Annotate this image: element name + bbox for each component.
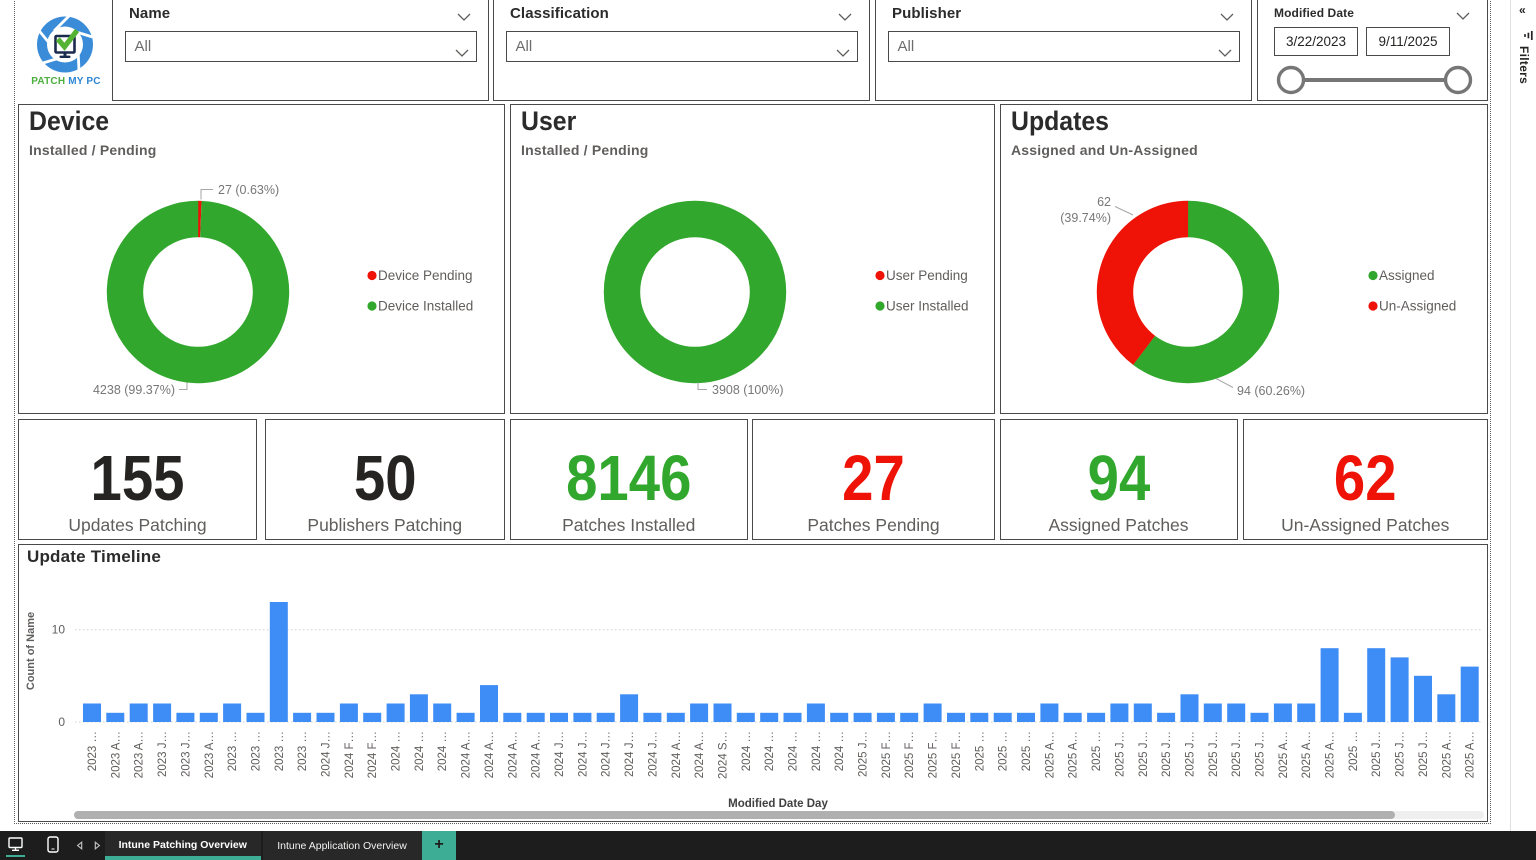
svg-text:2025 J…: 2025 J… [1161,731,1173,777]
svg-text:2023 A…: 2023 A… [110,731,122,778]
svg-text:User Installed: User Installed [886,298,969,313]
svg-text:Count of Name: Count of Name [25,611,37,689]
svg-text:2023 …: 2023 … [274,731,286,771]
svg-text:2023 …: 2023 … [297,731,309,771]
svg-text:PATCH MY PC: PATCH MY PC [31,76,100,87]
svg-text:Assigned: Assigned [1379,268,1435,283]
svg-text:2025 J…: 2025 J… [1185,731,1197,777]
svg-text:2024 F…: 2024 F… [344,731,356,778]
svg-text:2024 J…: 2024 J… [554,731,566,777]
svg-text:Un-Assigned: Un-Assigned [1379,298,1456,313]
svg-text:2024 J…: 2024 J… [321,731,333,777]
svg-text:2024 …: 2024 … [414,731,426,771]
svg-text:2024 A…: 2024 A… [461,731,473,778]
svg-text:2025 F…: 2025 F… [904,731,916,778]
svg-text:2025 …: 2025 … [974,731,986,771]
svg-text:94 (60.26%): 94 (60.26%) [1237,384,1305,398]
svg-text:2023 …: 2023 … [227,731,239,771]
svg-text:2025 F…: 2025 F… [881,731,893,778]
svg-text:2024 …: 2024 … [437,731,449,771]
svg-text:2025 A…: 2025 A… [1068,731,1080,778]
svg-text:2024 J…: 2024 J… [647,731,659,777]
svg-text:2025 F…: 2025 F… [951,731,963,778]
svg-text:2025 J…: 2025 J… [1138,731,1150,777]
svg-text:2024 S…: 2024 S… [718,731,730,779]
svg-text:2024 …: 2024 … [834,731,846,771]
svg-text:2025 A…: 2025 A… [1044,731,1056,778]
svg-text:2025 J…: 2025 J… [1255,731,1267,777]
svg-text:2023 …: 2023 … [87,731,99,771]
svg-text:2025 F…: 2025 F… [928,731,940,778]
svg-text:2025 …: 2025 … [998,730,1010,770]
svg-text:2024 J…: 2024 J… [601,731,613,777]
svg-text:Device Pending: Device Pending [378,268,473,283]
svg-text:2025 A…: 2025 A… [1301,731,1313,778]
svg-text:2025 J…: 2025 J… [1418,731,1430,777]
svg-text:2024 …: 2024 … [788,731,800,771]
svg-text:2023 …: 2023 … [251,731,263,771]
svg-text:2025 J…: 2025 J… [1231,731,1243,777]
svg-text:3908 (100%): 3908 (100%) [712,383,784,397]
svg-text:2025 J…: 2025 J… [1395,731,1407,777]
svg-text:2023 A…: 2023 A… [134,731,146,778]
svg-text:2023 J…: 2023 J… [157,731,169,777]
svg-text:(39.74%): (39.74%) [1060,211,1111,225]
svg-text:2025 …: 2025 … [1091,731,1103,771]
svg-text:2024 A…: 2024 A… [531,731,543,778]
svg-text:2024 A…: 2024 A… [484,731,496,778]
svg-text:2024 …: 2024 … [764,731,776,771]
svg-text:2025 J…: 2025 J… [1371,731,1383,777]
svg-text:2025 A…: 2025 A… [1278,731,1290,778]
svg-text:2025 …: 2025 … [1348,731,1360,771]
svg-text:2024 …: 2024 … [811,731,823,771]
svg-text:2024 A…: 2024 A… [507,731,519,778]
svg-text:2024 …: 2024 … [741,731,753,771]
svg-text:2025 A…: 2025 A… [1441,731,1453,778]
svg-text:2023 A…: 2023 A… [204,731,216,778]
svg-text:2024 F…: 2024 F… [367,731,379,778]
svg-text:2025 A…: 2025 A… [1325,731,1337,778]
svg-text:2024 J…: 2024 J… [624,731,636,777]
svg-text:2025 J…: 2025 J… [1208,731,1220,777]
svg-text:2025 …: 2025 … [1021,731,1033,771]
svg-text:2024 A…: 2024 A… [694,731,706,778]
svg-text:27 (0.63%): 27 (0.63%) [218,183,279,197]
svg-text:4238 (99.37%): 4238 (99.37%) [93,383,175,397]
svg-text:2025 J…: 2025 J… [1114,731,1126,777]
svg-text:0: 0 [58,715,65,729]
svg-text:10: 10 [52,622,66,636]
svg-text:Device Installed: Device Installed [378,298,473,313]
svg-text:2025 A…: 2025 A… [1465,731,1477,778]
svg-text:2024 A…: 2024 A… [671,731,683,778]
svg-text:2024 J…: 2024 J… [577,731,589,777]
svg-text:62: 62 [1097,195,1111,209]
svg-text:User Pending: User Pending [886,268,968,283]
svg-text:2024 …: 2024 … [391,731,403,771]
svg-text:Modified Date Day: Modified Date Day [728,798,828,810]
svg-text:2025 J…: 2025 J… [858,731,870,777]
svg-text:2023 J…: 2023 J… [180,731,192,777]
